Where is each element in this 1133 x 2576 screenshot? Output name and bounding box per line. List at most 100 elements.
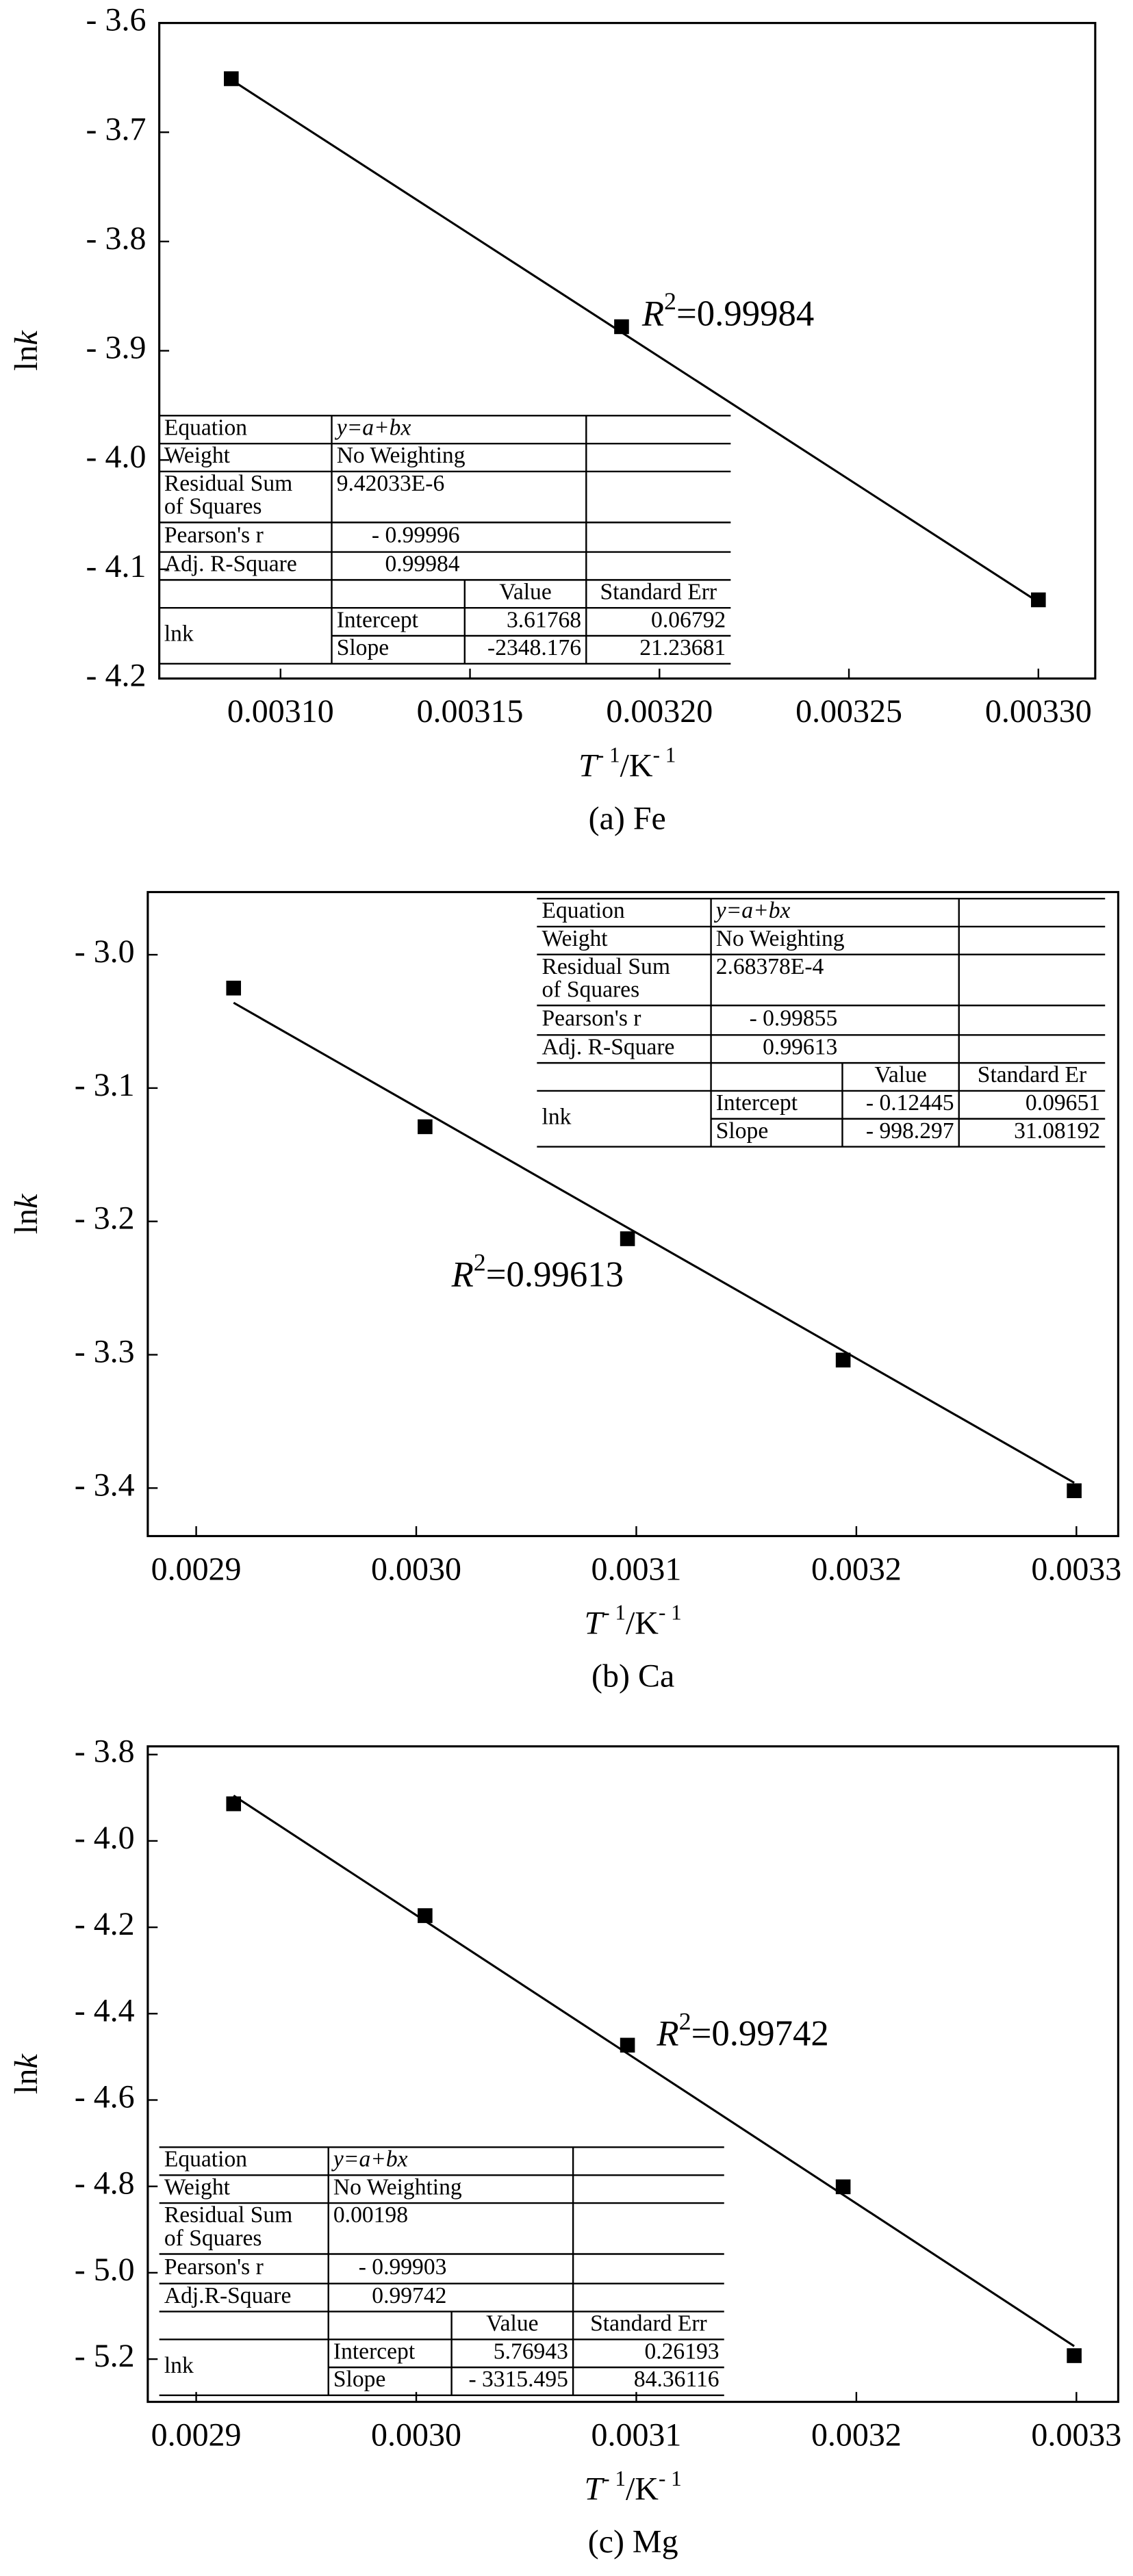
y-label-base: ln xyxy=(8,2069,44,2094)
r-value: =0.99613 xyxy=(486,1255,624,1295)
table-param: Slope xyxy=(333,2367,385,2392)
x-label-unit: /K xyxy=(626,1606,659,1642)
table-value: No Weighting xyxy=(716,926,845,951)
table-label: Pearson's r xyxy=(164,2254,264,2280)
x-tick-label: 0.0030 xyxy=(371,2417,461,2453)
x-tick-label: 0.00330 xyxy=(985,693,1092,730)
table-param: Intercept xyxy=(716,1090,798,1116)
y-tick-label: - 3.1 xyxy=(75,1067,135,1103)
r-value: =0.99742 xyxy=(691,2014,829,2054)
table-value: - 3315.495 xyxy=(468,2367,568,2392)
x-tick-label: 0.00315 xyxy=(417,693,524,730)
table-value: -2348.176 xyxy=(487,635,581,660)
table-value: 5.76943 xyxy=(494,2339,568,2364)
table-group: lnk xyxy=(164,2353,194,2378)
data-point xyxy=(620,1231,635,1246)
y-tick-label: - 3.7 xyxy=(86,111,147,147)
x-tick-label: 0.0031 xyxy=(591,2417,682,2453)
x-label-sup: - 1 xyxy=(602,1601,626,1625)
r-sup: 2 xyxy=(474,1249,486,1276)
table-param: Intercept xyxy=(337,607,419,632)
plot-frame xyxy=(147,890,1119,1538)
x-tick-label: 0.00310 xyxy=(227,693,334,730)
table-header: Value xyxy=(486,2311,538,2336)
x-axis-label: T- 1/K- 1 xyxy=(585,1601,682,1642)
table-label: Pearson's r xyxy=(542,1005,641,1031)
table-param: Slope xyxy=(716,1118,768,1144)
y-tick-label: - 3.0 xyxy=(75,933,135,970)
table-label: of Squares xyxy=(542,977,640,1002)
table-value: No Weighting xyxy=(333,2174,462,2200)
y-tick-label: - 3.2 xyxy=(75,1200,135,1237)
y-tick-label: - 3.6 xyxy=(86,2,147,38)
y-tick-label: - 3.8 xyxy=(86,220,147,257)
y-tick-label: - 5.0 xyxy=(75,2252,135,2288)
table-label: Adj. R-Square xyxy=(542,1034,675,1059)
caption: (a) Fe xyxy=(589,800,666,836)
r-value: =0.99984 xyxy=(676,294,814,333)
x-tick-label: 0.0029 xyxy=(151,1551,242,1587)
data-point xyxy=(418,1119,433,1135)
r-symbol: R xyxy=(451,1255,474,1295)
table-label: Residual Sum xyxy=(164,2202,292,2228)
table-header: Standard Er xyxy=(978,1062,1086,1087)
x-label-symbol: T xyxy=(578,747,599,784)
table-value: No Weighting xyxy=(337,443,466,468)
table-label: Equation xyxy=(164,2147,247,2172)
y-label-base: ln xyxy=(8,345,44,370)
table-label: Pearson's r xyxy=(164,523,264,548)
table-label: Equation xyxy=(542,898,625,923)
table-value: y=a+bx xyxy=(714,898,791,923)
table-param: Slope xyxy=(337,635,389,660)
y-label-base: ln xyxy=(8,1209,44,1234)
x-tick-label: 0.00320 xyxy=(606,693,713,730)
table-header: Standard Err xyxy=(600,579,717,604)
table-error: 0.06792 xyxy=(651,607,726,632)
x-label-symbol: T xyxy=(585,2471,605,2508)
fit-line xyxy=(233,1794,1075,2347)
fit-table: Equation y=a+bx Weight No Weighting Residual… xyxy=(159,415,731,665)
y-axis-label: lnk xyxy=(8,1194,44,1234)
x-label-unit: /K xyxy=(620,747,653,784)
table-value: 0.99613 xyxy=(763,1034,837,1059)
table-value: - 0.99903 xyxy=(359,2254,447,2280)
y-tick-label: - 3.4 xyxy=(75,1467,135,1503)
table-value: 0.99742 xyxy=(372,2283,446,2308)
x-tick-label: 0.0032 xyxy=(811,2417,902,2453)
x-label-sup: - 1 xyxy=(602,2466,626,2490)
y-axis-label: lnk xyxy=(8,330,44,370)
caption: (c) Mg xyxy=(588,2523,678,2560)
table-param: Intercept xyxy=(333,2339,416,2364)
table-label: Weight xyxy=(164,2174,231,2200)
table-label: of Squares xyxy=(164,494,262,519)
x-axis-label: T- 1/K- 1 xyxy=(578,743,676,784)
table-value: - 0.99996 xyxy=(372,523,460,548)
x-tick-label: 0.0033 xyxy=(1031,2417,1121,2453)
y-label-italic: k xyxy=(8,1194,44,1209)
y-tick-label: - 4.0 xyxy=(86,439,147,475)
table-error: 31.08192 xyxy=(1014,1118,1100,1144)
r-squared: R2=0.99984 xyxy=(641,287,814,333)
table-header: Value xyxy=(499,579,551,604)
r-squared: R2=0.99742 xyxy=(656,2008,828,2054)
data-point xyxy=(620,2037,635,2053)
r-sup: 2 xyxy=(664,287,676,315)
data-point xyxy=(1067,2348,1082,2363)
table-header: Value xyxy=(874,1062,926,1087)
y-label-italic: k xyxy=(8,330,44,345)
data-point xyxy=(835,2179,851,2195)
table-value: - 0.12445 xyxy=(866,1090,954,1116)
table-group: lnk xyxy=(164,621,194,647)
x-tick-label: 0.00325 xyxy=(795,693,902,730)
table-label: of Squares xyxy=(164,2226,262,2251)
data-point xyxy=(835,1352,851,1368)
fit-line xyxy=(233,1001,1075,1484)
y-tick-label: - 4.4 xyxy=(75,1992,135,2028)
r-sup: 2 xyxy=(679,2008,691,2035)
table-value: 2.68378E-4 xyxy=(716,954,824,979)
fit-table: Equation y=a+bx Weight No Weighting Residual… xyxy=(537,897,1106,1148)
y-tick-label: - 3.3 xyxy=(75,1334,135,1370)
x-label-sup: - 1 xyxy=(597,743,620,767)
table-value: - 0.99855 xyxy=(750,1005,838,1031)
